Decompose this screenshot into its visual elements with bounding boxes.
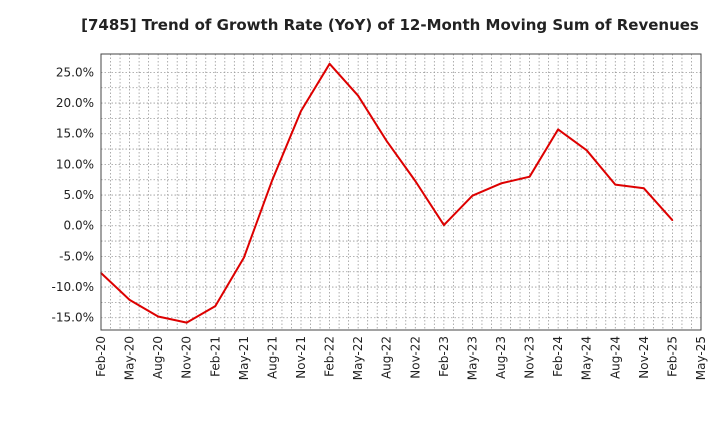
data-point (500, 182, 502, 185)
x-tick-label: Feb-22 (323, 336, 337, 377)
data-point (414, 180, 417, 182)
x-tick-label: May-22 (351, 336, 365, 380)
y-tick-label: 5.0% (64, 188, 95, 202)
x-tick-label: May-23 (465, 336, 479, 380)
y-tick-label: 20.0% (56, 96, 94, 110)
data-point (185, 321, 188, 324)
x-tick-label: Aug-22 (380, 336, 394, 379)
data-point (585, 149, 588, 152)
y-tick-label: -10.0% (52, 280, 94, 294)
data-point (128, 299, 131, 301)
data-point (671, 219, 674, 222)
x-tick-label: Nov-21 (294, 336, 308, 379)
x-tick-label: Nov-22 (408, 336, 422, 379)
data-point (471, 194, 474, 197)
y-axis-ticks: -15.0% -10.0% -5.0% 0.0% 5.0% 10.0% 15.0% 20.0%… (52, 65, 94, 324)
x-tick-label: Feb-25 (665, 336, 679, 377)
x-tick-label: Aug-24 (608, 336, 622, 379)
data-point (643, 187, 645, 190)
data-point (385, 140, 388, 142)
x-tick-label: Feb-21 (208, 336, 222, 377)
x-tick-label: Aug-23 (494, 336, 508, 379)
chart-title: [7485] Trend of Growth Rate (YoY) of 12-… (81, 16, 699, 34)
grid-lines (101, 54, 701, 330)
data-point (214, 305, 217, 307)
y-tick-label: -5.0% (59, 249, 94, 263)
data-point (557, 128, 559, 131)
x-axis-ticks: Feb-20 May-20 Aug-20 Nov-20 Feb-21 May-21 Aug-… (94, 336, 708, 380)
plot-frame (100, 53, 702, 331)
series-line (100, 62, 674, 324)
x-tick-label: Nov-20 (180, 336, 194, 379)
y-tick-label: 15.0% (56, 127, 94, 141)
x-tick-label: May-25 (694, 336, 708, 380)
x-tick-label: May-21 (237, 336, 251, 380)
x-tick-label: Feb-24 (551, 336, 565, 377)
y-tick-label: 10.0% (56, 157, 94, 171)
data-point (328, 63, 331, 65)
x-tick-label: Nov-23 (523, 336, 537, 379)
data-point (614, 183, 617, 186)
y-tick-label: 0.0% (64, 219, 95, 233)
x-tick-label: Nov-24 (637, 336, 651, 379)
x-tick-label: Feb-23 (437, 336, 451, 377)
data-point (443, 224, 445, 226)
x-tick-label: May-24 (580, 336, 594, 380)
y-tick-label: -15.0% (52, 311, 94, 325)
data-point (357, 94, 359, 97)
x-tick-label: May-20 (123, 336, 137, 380)
data-point (528, 175, 531, 178)
x-tick-label: Aug-20 (151, 336, 165, 379)
y-tick-label: 25.0% (56, 65, 94, 79)
data-point (243, 256, 245, 259)
data-point (300, 110, 302, 112)
x-tick-label: Feb-20 (94, 336, 108, 377)
data-point (157, 315, 159, 318)
x-tick-label: Aug-21 (265, 336, 279, 379)
data-point (271, 178, 274, 181)
series-group (100, 62, 674, 324)
